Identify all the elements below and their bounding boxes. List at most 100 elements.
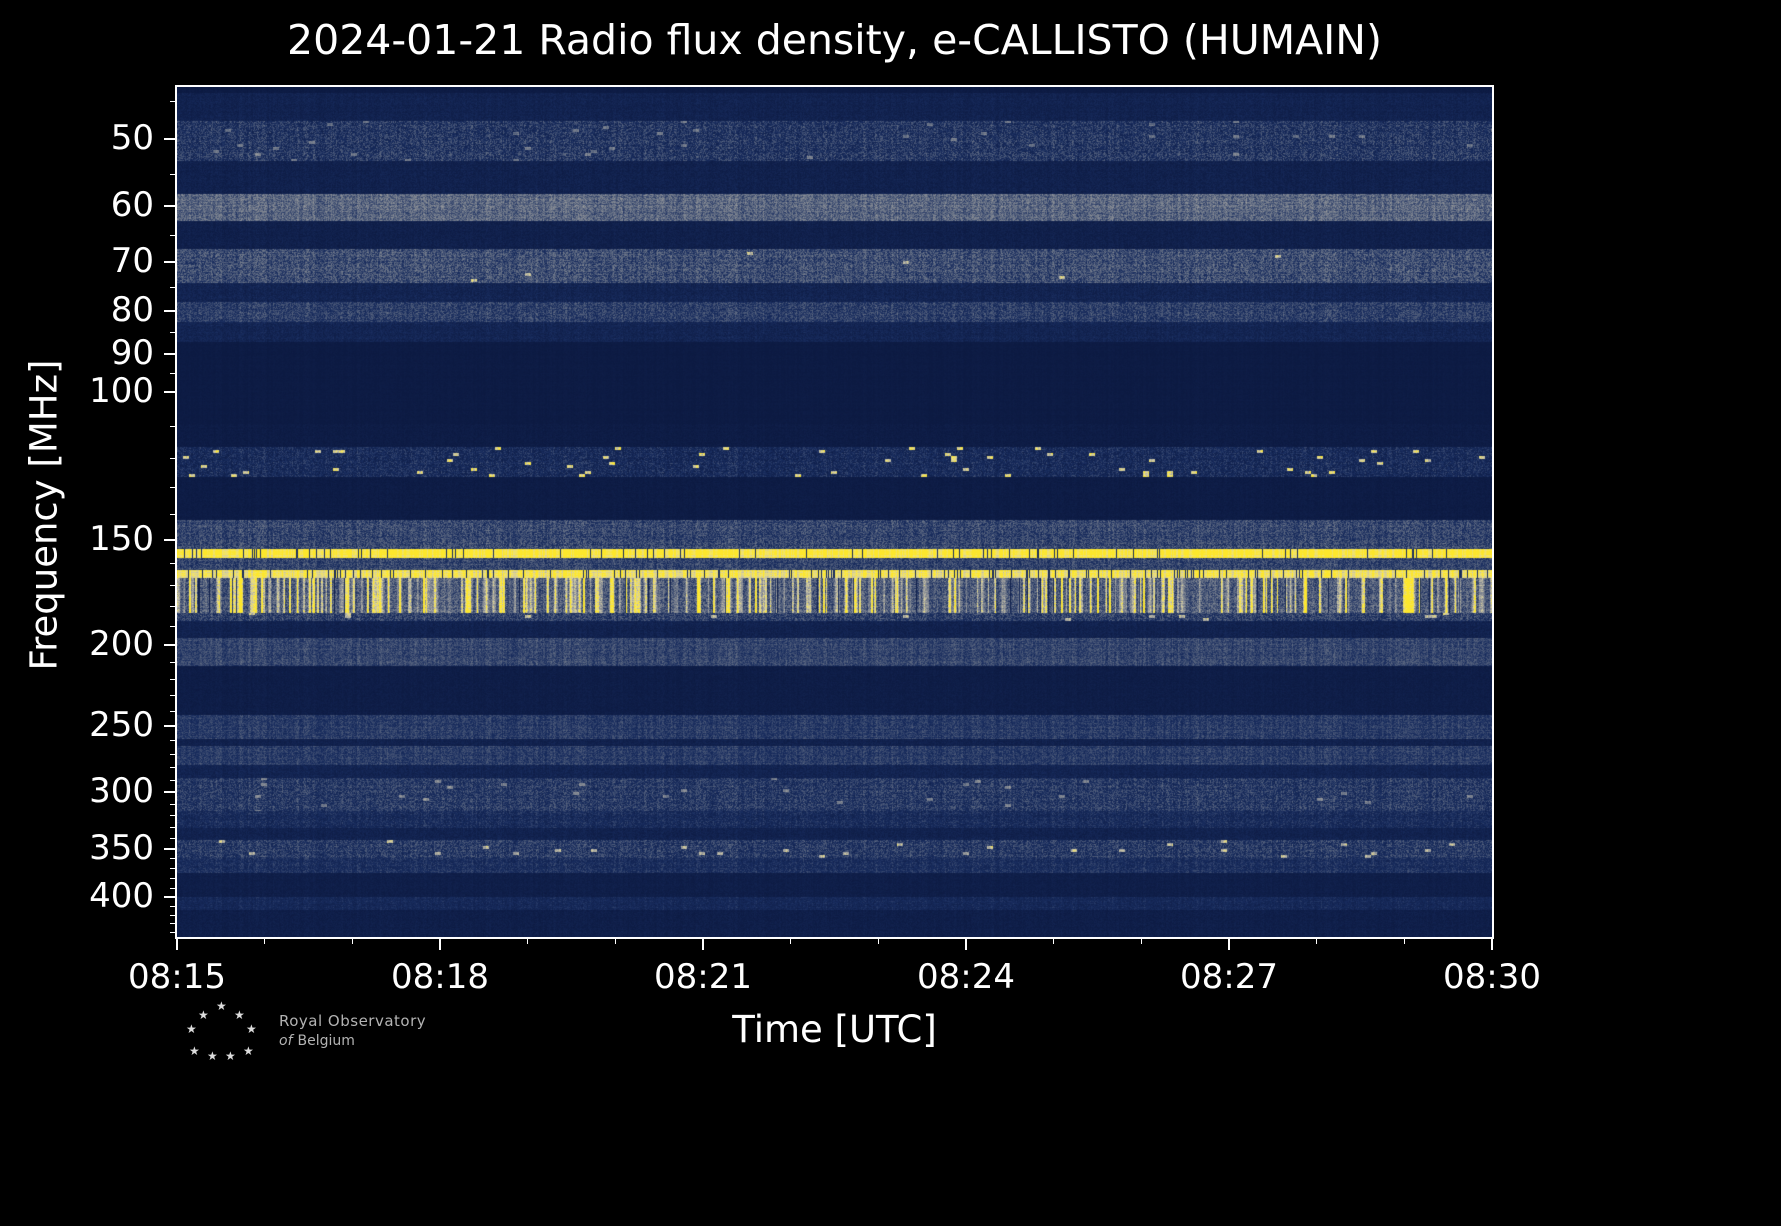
y-minor-tick [170,562,177,564]
y-tick-label: 200 [89,623,154,664]
y-tick-label: 50 [110,118,154,159]
y-tick-label: 100 [89,371,154,412]
y-minor-tick [170,584,177,586]
y-tick-label: 60 [110,184,154,225]
x-tick-mark [1228,937,1230,950]
star-icon: ★ [243,1044,254,1058]
x-minor-tick [264,937,266,944]
y-minor-tick [170,858,177,860]
x-tick-label: 08:18 [391,957,489,997]
y-axis-label: Frequency [MHz] [22,359,66,671]
y-minor-tick [170,803,177,805]
y-tick-mark [164,352,177,355]
y-minor-tick [170,332,177,334]
y-tick-label: 350 [89,827,154,868]
y-minor-tick [170,914,177,916]
logo-line2: of Belgium [279,1033,426,1049]
y-tick-label: 80 [110,289,154,330]
logo-of: of [279,1033,293,1049]
x-minor-tick [790,937,792,944]
y-tick-mark [164,896,177,899]
y-tick-label: 300 [89,771,154,812]
logo-text: Royal Observatory of Belgium [279,1012,426,1049]
y-minor-tick [170,887,177,889]
logo-line1: Royal Observatory [279,1012,427,1030]
x-minor-tick [527,937,529,944]
chart-title: 2024-01-21 Radio flux density, e-CALLIST… [287,16,1382,64]
x-tick-label: 08:30 [1443,957,1541,997]
star-icon: ★ [186,1022,197,1036]
star-icon: ★ [207,1049,218,1063]
y-tick-label: 150 [89,518,154,559]
star-icon: ★ [234,1008,245,1022]
spectrogram-canvas [177,87,1492,937]
y-minor-tick [170,878,177,880]
y-tick-label: 400 [89,876,154,917]
x-minor-tick [1140,937,1142,944]
y-minor-tick [170,905,177,907]
star-icon: ★ [198,1008,209,1022]
y-minor-tick [170,487,177,489]
x-tick-mark [965,937,967,950]
x-tick-label: 08:27 [1180,957,1278,997]
x-tick-label: 08:15 [128,957,226,997]
y-minor-tick [170,779,177,781]
y-minor-tick [170,826,177,828]
y-minor-tick [170,286,177,288]
y-minor-tick [170,514,177,516]
y-minor-tick [170,605,177,607]
y-tick-mark [164,847,177,850]
y-minor-tick [170,766,177,768]
y-tick-mark [164,391,177,394]
x-tick-mark [176,937,178,950]
y-tick-mark [164,309,177,312]
y-tick-mark [164,538,177,541]
y-minor-tick [170,710,177,712]
y-tick-mark [164,261,177,264]
y-minor-tick [170,426,177,428]
y-minor-tick [170,625,177,627]
x-tick-label: 08:21 [654,957,752,997]
y-tick-mark [164,138,177,141]
x-minor-tick [877,937,879,944]
y-tick-label: 250 [89,705,154,746]
y-minor-tick [170,923,177,925]
y-tick-mark [164,643,177,646]
x-minor-tick [614,937,616,944]
x-tick-label: 08:24 [917,957,1015,997]
y-minor-tick [170,372,177,374]
y-minor-tick [170,458,177,460]
y-minor-tick [170,931,177,933]
plot-area [175,85,1494,939]
star-icon: ★ [189,1044,200,1058]
logo-country: Belgium [297,1033,355,1049]
x-axis-label: Time [UTC] [732,1008,937,1051]
y-minor-tick [170,753,177,755]
y-tick-mark [164,725,177,728]
y-minor-tick [170,868,177,870]
y-minor-tick [170,661,177,663]
y-tick-mark [164,791,177,794]
y-tick-label: 70 [110,241,154,282]
star-icon: ★ [225,1049,236,1063]
x-minor-tick [351,937,353,944]
x-minor-tick [1053,937,1055,944]
x-tick-mark [702,937,704,950]
y-minor-tick [170,695,177,697]
y-minor-tick [170,100,177,102]
y-minor-tick [170,739,177,741]
x-minor-tick [1403,937,1405,944]
y-minor-tick [170,815,177,817]
y-minor-tick [170,234,177,236]
y-minor-tick [170,678,177,680]
y-minor-tick [170,173,177,175]
star-icon: ★ [246,1022,257,1036]
y-tick-label: 90 [110,332,154,373]
x-minor-tick [1316,937,1318,944]
rob-logo: ★ ★ ★ ★ ★ ★ ★ ★ ★ Royal Observatory of Belgium [183,1000,443,1072]
x-tick-mark [1491,937,1493,950]
y-minor-tick [170,837,177,839]
x-tick-mark [439,937,441,950]
star-icon: ★ [216,999,227,1013]
